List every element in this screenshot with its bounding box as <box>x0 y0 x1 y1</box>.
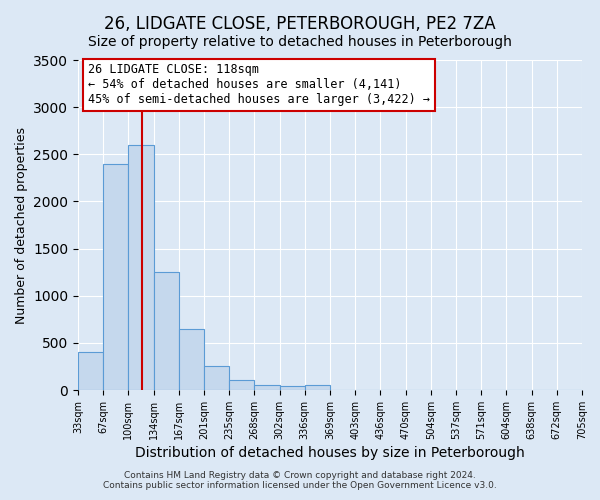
Text: 26 LIDGATE CLOSE: 118sqm
← 54% of detached houses are smaller (4,141)
45% of sem: 26 LIDGATE CLOSE: 118sqm ← 54% of detach… <box>88 64 430 106</box>
Bar <box>254 385 280 390</box>
X-axis label: Distribution of detached houses by size in Peterborough: Distribution of detached houses by size … <box>135 446 525 460</box>
Bar <box>78 352 103 390</box>
Bar <box>154 272 179 390</box>
Text: Size of property relative to detached houses in Peterborough: Size of property relative to detached ho… <box>88 35 512 49</box>
Bar <box>128 145 154 390</box>
Bar <box>229 380 254 390</box>
Y-axis label: Number of detached properties: Number of detached properties <box>14 126 28 324</box>
Bar <box>103 164 128 390</box>
Bar <box>305 385 330 390</box>
Bar <box>204 366 229 390</box>
Bar <box>280 386 305 390</box>
Text: 26, LIDGATE CLOSE, PETERBOROUGH, PE2 7ZA: 26, LIDGATE CLOSE, PETERBOROUGH, PE2 7ZA <box>104 15 496 33</box>
Bar <box>179 328 204 390</box>
Text: Contains HM Land Registry data © Crown copyright and database right 2024.
Contai: Contains HM Land Registry data © Crown c… <box>103 470 497 490</box>
